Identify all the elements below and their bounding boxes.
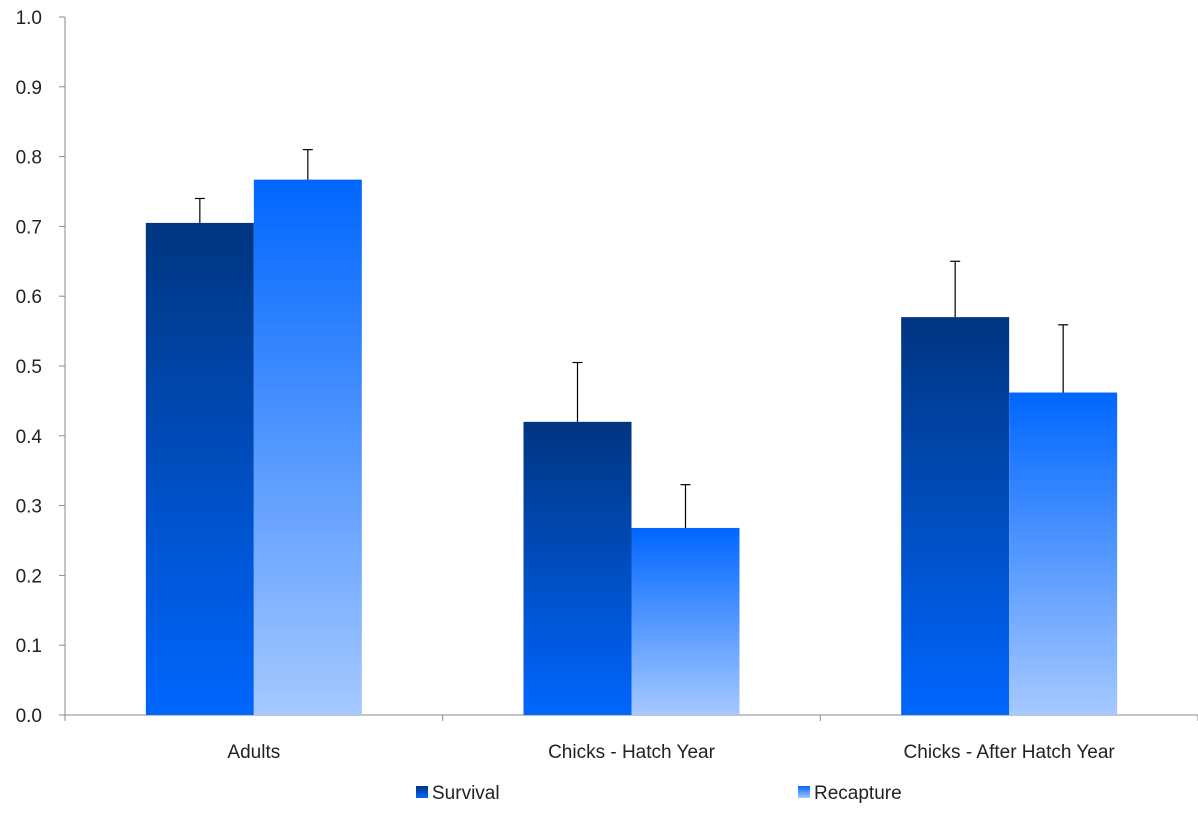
x-tick-label: Chicks - Hatch Year: [548, 742, 716, 763]
bar-survival: [523, 421, 632, 715]
error-bars: [194, 149, 1069, 528]
y-tick-label: 0.9: [16, 78, 42, 99]
y-tick-label: 0.8: [16, 148, 42, 169]
x-tick-label: Adults: [227, 742, 280, 763]
y-tick-label: 0.1: [16, 636, 42, 657]
legend-label-recapture: Recapture: [814, 783, 902, 804]
bar-recapture: [253, 179, 362, 715]
y-tick-label: 0.5: [16, 357, 42, 378]
y-tick-label: 0.4: [16, 427, 43, 448]
y-tick-label: 0.0: [16, 706, 42, 727]
category-labels: Adults Chicks - Hatch Year Chicks - After …: [227, 742, 1115, 763]
bar-survival: [901, 317, 1010, 715]
y-tick-label: 1.0: [16, 8, 42, 29]
bars: [145, 179, 1118, 715]
y-tick-label: 0.3: [16, 497, 42, 518]
y-tick-label: 0.7: [16, 217, 42, 238]
legend-swatch-survival: [416, 786, 428, 798]
legend-label-survival: Survival: [432, 783, 500, 804]
y-tick-label: 0.6: [16, 287, 42, 308]
bar-recapture: [1009, 392, 1118, 715]
bar-recapture: [631, 527, 740, 715]
x-tick-label: Chicks - After Hatch Year: [904, 742, 1116, 763]
axes: 0.0 0.1 0.2 0.3 0.4 0.5 0.6 0.7 0.8 0.9 1.0: [16, 8, 1198, 727]
y-tick-label: 0.2: [16, 566, 42, 587]
bar-survival: [145, 222, 254, 715]
legend-swatch-recapture: [798, 786, 810, 798]
legend: Survival Recapture: [416, 783, 902, 804]
